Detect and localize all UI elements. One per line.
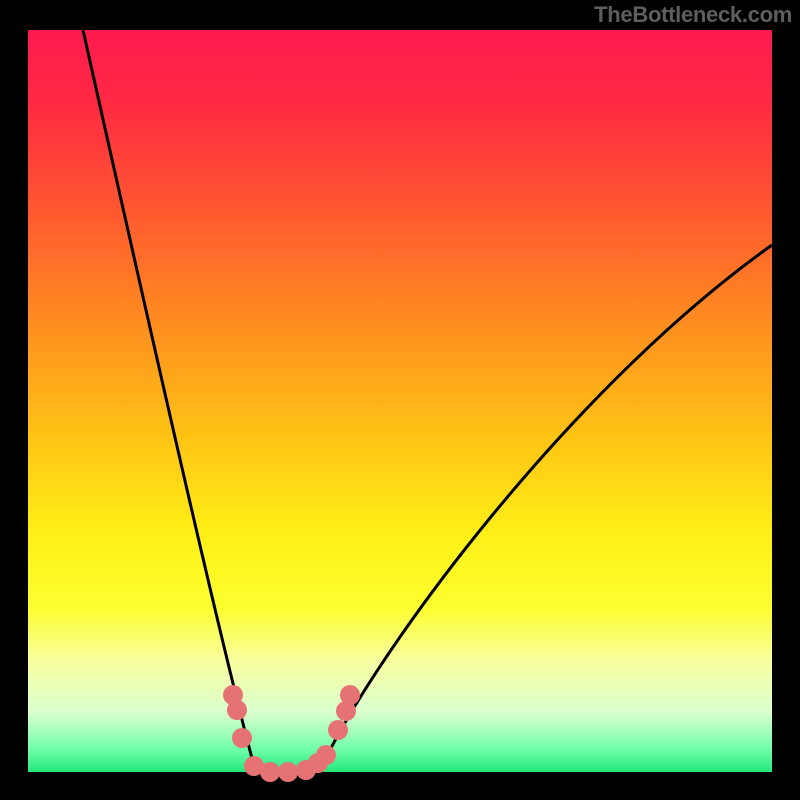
chart-container: TheBottleneck.com (0, 0, 800, 800)
curve-marker (328, 720, 348, 740)
watermark-text: TheBottleneck.com (594, 2, 792, 28)
curve-path (83, 30, 772, 771)
curve-marker (316, 745, 336, 765)
curve-marker (260, 762, 280, 782)
curve-marker (232, 728, 252, 748)
curve-marker (227, 700, 247, 720)
curve-marker (340, 685, 360, 705)
curve-marker (278, 762, 298, 782)
bottleneck-curve (0, 0, 800, 800)
